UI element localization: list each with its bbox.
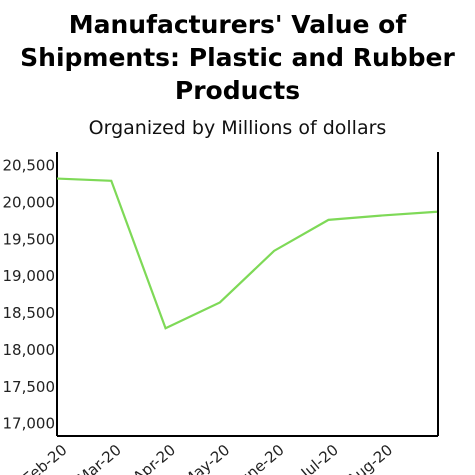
x-tick-label: Apr-20: [130, 441, 179, 475]
y-tick-label: 20,000: [3, 193, 56, 211]
y-tick-label: 17,000: [3, 415, 56, 433]
y-tick-label: 19,000: [3, 267, 56, 285]
x-tick-label: Aug-20: [343, 441, 396, 475]
x-tick-label: Feb-20: [20, 441, 71, 475]
x-tick-label: June-20: [231, 441, 287, 475]
chart-title: Manufacturers' Value of Shipments: Plast…: [20, 10, 455, 105]
y-tick-label: 19,500: [3, 230, 56, 248]
data-line: [56, 177, 438, 330]
y-tick-label: 18,500: [3, 304, 56, 322]
chart-subtitle: Organized by Millions of dollars: [88, 117, 387, 139]
x-tick-label: Jul-20: [297, 441, 342, 475]
y-tick-label: 18,000: [3, 341, 56, 359]
x-tick-label: May-20: [179, 441, 233, 475]
y-tick-label: 20,500: [3, 157, 56, 175]
y-tick-label: 17,500: [3, 378, 56, 396]
x-tick-label: Mar-20: [73, 441, 124, 475]
